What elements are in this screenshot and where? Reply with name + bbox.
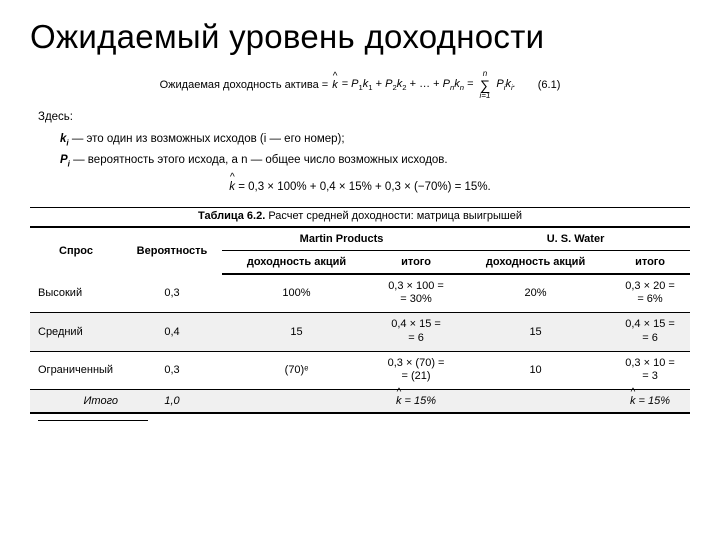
cell-m-total: 0,4 × 15 == 6: [371, 313, 461, 352]
divider: [30, 207, 690, 208]
col-demand: Спрос: [30, 227, 122, 274]
formula-label: Ожидаемая доходность актива =: [160, 79, 329, 91]
cell-u-yield: 10: [461, 351, 610, 390]
page-title: Ожидаемый уровень доходности: [30, 18, 690, 56]
cell-m-total: 0,3 × (70) == (21): [371, 351, 461, 390]
cell-demand: Средний: [30, 313, 122, 352]
cell-m-yield: (70)ᵉ: [222, 351, 371, 390]
table-row-total: Итого1,0 k = 15% k = 15%: [30, 390, 690, 414]
k-hat: k: [332, 79, 338, 91]
cell-u-total: 0,3 × 20 == 6%: [610, 274, 690, 313]
expected-return-formula: Ожидаемая доходность актива = k = P1k1 +…: [30, 70, 690, 100]
cell-prob: 0,3: [122, 351, 222, 390]
col-prob: Вероятность: [122, 227, 222, 274]
table-row: Высокий0,3100%0,3 × 100 == 30%20%0,3 × 2…: [30, 274, 690, 313]
sigma-icon: n ∑ i=1: [480, 70, 491, 100]
cell-total-label: Итого: [30, 390, 122, 414]
cell-total-prob: 1,0: [122, 390, 222, 414]
table-row: Ограниченный0,3(70)ᵉ0,3 × (70) == (21)10…: [30, 351, 690, 390]
cell-prob: 0,4: [122, 313, 222, 352]
formula-body: = P1k1 + P2k2 + … + Pnkn =: [342, 78, 474, 92]
here-label: Здесь:: [38, 108, 690, 126]
definitions-block: Здесь: ki — это один из возможных исходо…: [38, 108, 690, 171]
col-u-yield: доходность акций: [461, 250, 610, 274]
cell-m-total: 0,3 × 100 == 30%: [371, 274, 461, 313]
equation-number: (6.1): [538, 79, 561, 91]
col-uswater: U. S. Water: [461, 227, 690, 251]
col-martin: Martin Products: [222, 227, 461, 251]
cell-demand: Высокий: [30, 274, 122, 313]
cell-total-m: k = 15%: [371, 390, 461, 414]
payoff-table: Спрос Вероятность Martin Products U. S. …: [30, 226, 690, 415]
cell-u-yield: 15: [461, 313, 610, 352]
cell-u-yield: 20%: [461, 274, 610, 313]
cell-u-total: 0,4 × 15 == 6: [610, 313, 690, 352]
cell-prob: 0,3: [122, 274, 222, 313]
table-row: Средний0,4150,4 × 15 == 6150,4 × 15 == 6: [30, 313, 690, 352]
cell-empty: [461, 390, 610, 414]
col-m-total: итого: [371, 250, 461, 274]
calculation-line: k = 0,3 × 100% + 0,4 × 15% + 0,3 × (−70%…: [30, 181, 690, 193]
col-m-yield: доходность акций: [222, 250, 371, 274]
cell-empty: [222, 390, 371, 414]
cell-total-u: k = 15%: [610, 390, 690, 414]
table-caption: Таблица 6.2. Расчет средней доходности: …: [30, 210, 690, 222]
formula-term: Piki.: [496, 78, 515, 92]
table-body: Высокий0,3100%0,3 × 100 == 30%20%0,3 × 2…: [30, 274, 690, 414]
footnote-rule: [38, 420, 148, 421]
def-k: ki — это один из возможных исходов (i — …: [60, 130, 690, 150]
cell-demand: Ограниченный: [30, 351, 122, 390]
cell-m-yield: 100%: [222, 274, 371, 313]
cell-u-total: 0,3 × 10 == 3: [610, 351, 690, 390]
cell-m-yield: 15: [222, 313, 371, 352]
def-p: Pi — вероятность этого исхода, a n — общ…: [60, 151, 690, 171]
col-u-total: итого: [610, 250, 690, 274]
